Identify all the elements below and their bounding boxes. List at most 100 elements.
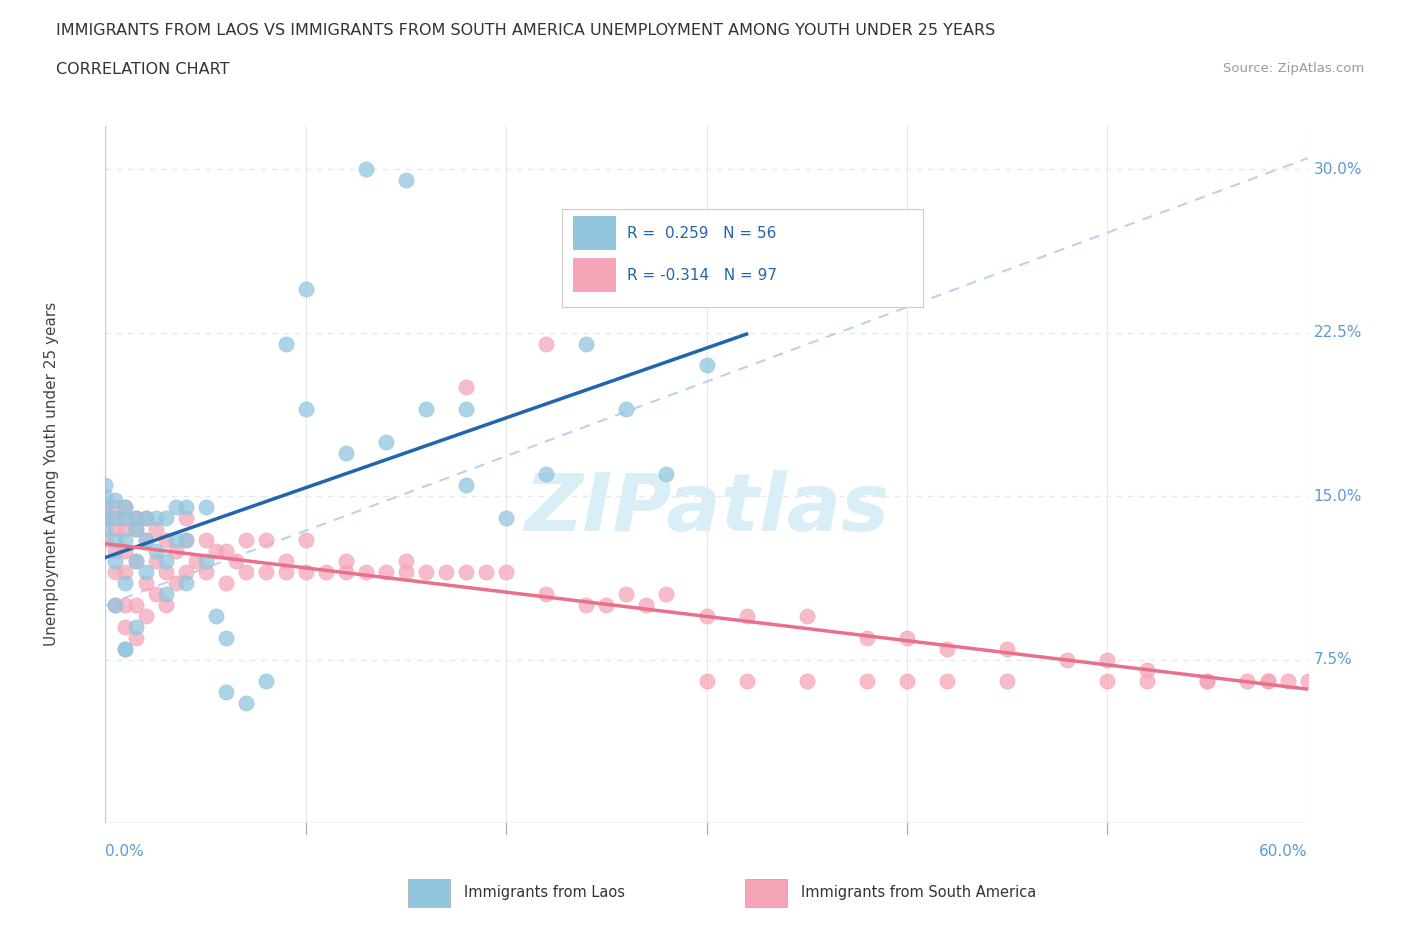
Point [165, 532, 187, 547]
Point [454, 379, 477, 394]
Point [1097, 652, 1119, 667]
Point [995, 642, 1018, 657]
Point [194, 554, 217, 569]
Point [124, 598, 146, 613]
Point [194, 499, 217, 514]
Point [104, 543, 127, 558]
Point [114, 511, 136, 525]
Point [214, 576, 236, 591]
Point [104, 532, 127, 547]
Point [114, 565, 136, 579]
Point [214, 684, 236, 699]
Point [124, 522, 146, 537]
Point [155, 565, 177, 579]
Text: IMMIGRANTS FROM LAOS VS IMMIGRANTS FROM SOUTH AMERICA UNEMPLOYMENT AMONG YOUTH U: IMMIGRANTS FROM LAOS VS IMMIGRANTS FROM … [56, 23, 995, 38]
Point [104, 522, 127, 537]
Point [374, 434, 398, 449]
Point [94, 499, 117, 514]
Point [174, 511, 197, 525]
Point [1277, 674, 1299, 689]
Point [124, 511, 146, 525]
Point [735, 608, 758, 623]
Point [114, 522, 136, 537]
Point [165, 543, 187, 558]
Point [114, 511, 136, 525]
Point [145, 554, 167, 569]
Point [335, 445, 357, 460]
Point [174, 499, 197, 514]
Point [1056, 652, 1078, 667]
Point [395, 173, 418, 188]
Bar [745, 879, 787, 907]
Point [104, 511, 127, 525]
Point [415, 565, 437, 579]
Point [295, 282, 318, 297]
Point [1296, 674, 1319, 689]
Point [114, 642, 136, 657]
Point [124, 554, 146, 569]
Point [495, 565, 517, 579]
Point [796, 674, 818, 689]
Point [94, 532, 117, 547]
Point [174, 576, 197, 591]
Point [194, 565, 217, 579]
Point [104, 511, 127, 525]
Text: 15.0%: 15.0% [1313, 488, 1362, 504]
Point [145, 587, 167, 602]
Point [214, 543, 236, 558]
Point [114, 576, 136, 591]
Point [1136, 663, 1159, 678]
Point [855, 631, 877, 645]
Point [454, 478, 477, 493]
Point [174, 565, 197, 579]
Point [1257, 674, 1279, 689]
Point [696, 674, 718, 689]
Point [354, 162, 377, 177]
Point [274, 336, 297, 351]
Point [174, 532, 197, 547]
Point [575, 598, 598, 613]
Text: 7.5%: 7.5% [1313, 652, 1353, 667]
Point [616, 402, 638, 417]
Point [135, 532, 157, 547]
Point [124, 554, 146, 569]
Point [155, 598, 177, 613]
Point [145, 522, 167, 537]
Point [94, 511, 117, 525]
Point [135, 511, 157, 525]
Point [114, 532, 136, 547]
Point [1197, 674, 1219, 689]
Point [696, 358, 718, 373]
Point [135, 576, 157, 591]
Point [165, 499, 187, 514]
Point [124, 631, 146, 645]
Text: Source: ZipAtlas.com: Source: ZipAtlas.com [1223, 62, 1364, 75]
Point [204, 608, 226, 623]
Point [155, 554, 177, 569]
Point [145, 511, 167, 525]
Point [534, 336, 557, 351]
Point [155, 511, 177, 525]
Point [495, 511, 517, 525]
Point [104, 493, 127, 508]
Point [454, 565, 477, 579]
Point [114, 499, 136, 514]
Point [335, 554, 357, 569]
Point [295, 565, 318, 579]
Point [655, 587, 678, 602]
Point [124, 619, 146, 634]
Point [135, 565, 157, 579]
Point [1197, 674, 1219, 689]
Point [114, 499, 136, 514]
Point [274, 554, 297, 569]
Point [235, 565, 257, 579]
Point [295, 402, 318, 417]
Text: 22.5%: 22.5% [1313, 326, 1362, 340]
Point [174, 532, 197, 547]
Point [1097, 674, 1119, 689]
Bar [408, 879, 450, 907]
Point [696, 608, 718, 623]
Point [155, 532, 177, 547]
Point [204, 543, 226, 558]
Point [936, 674, 959, 689]
